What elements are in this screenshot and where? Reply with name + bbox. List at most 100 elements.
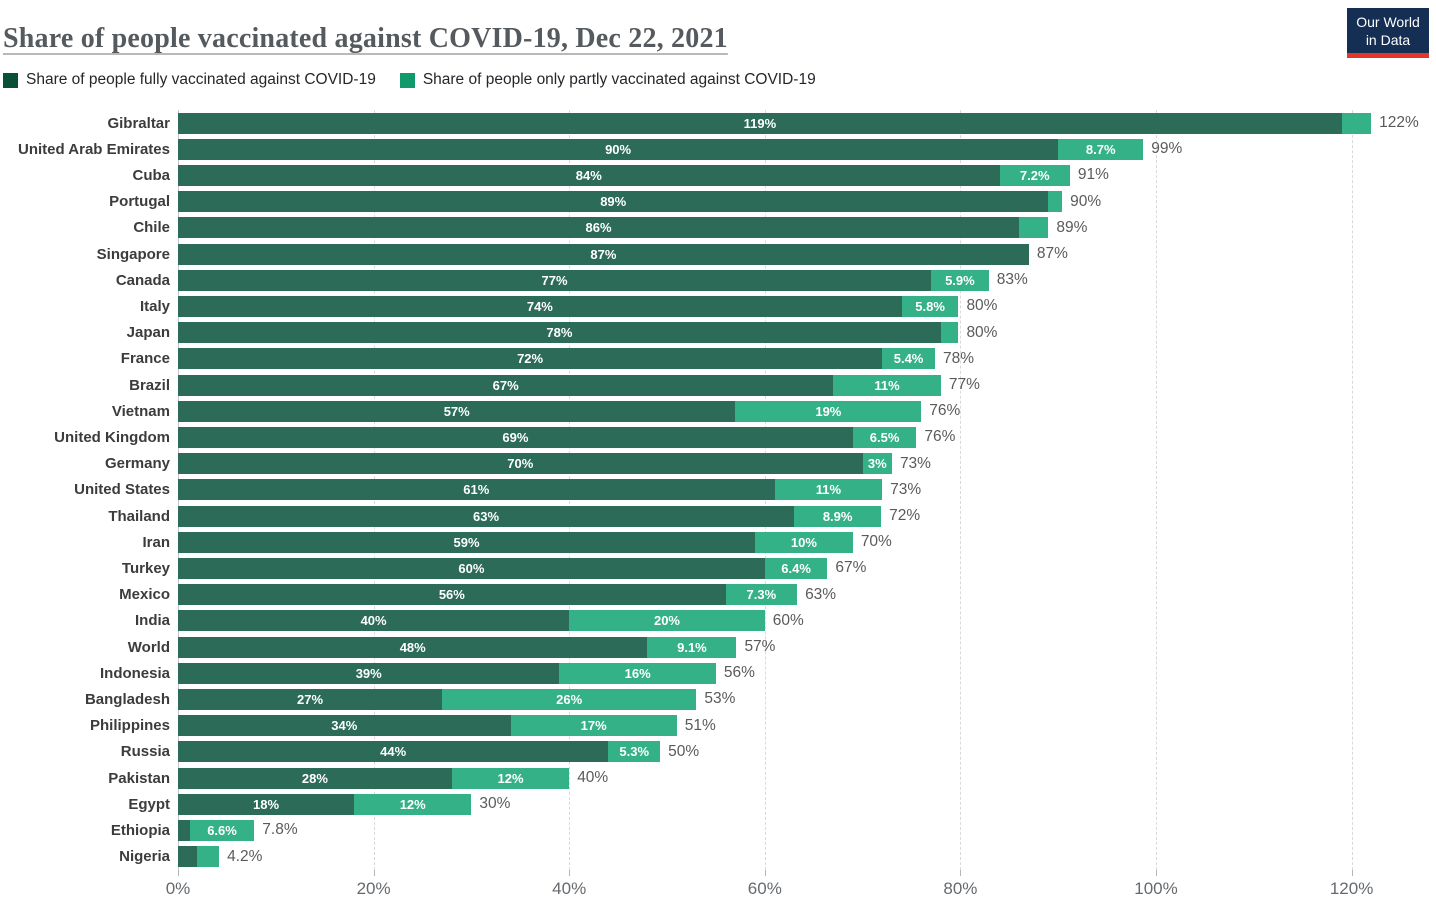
country-label[interactable]: Italy	[139, 297, 170, 315]
bar-partial-segment[interactable]	[451, 767, 570, 789]
bar-full-segment[interactable]	[178, 217, 1020, 239]
bar-row: Japan 78% 80%	[0, 320, 1436, 346]
bar-partial-segment[interactable]	[1341, 112, 1372, 134]
bar-full-segment[interactable]	[178, 112, 1342, 134]
country-label[interactable]: Cuba	[132, 166, 171, 184]
bar-full-segment[interactable]	[178, 584, 726, 606]
country-label[interactable]: Canada	[115, 271, 170, 289]
bar-partial-segment[interactable]	[735, 400, 922, 422]
bar-total-label: 89%	[1056, 218, 1088, 236]
bar-partial-segment[interactable]	[569, 610, 765, 632]
country-label[interactable]: Singapore	[96, 245, 170, 263]
bar-partial-segment[interactable]	[559, 662, 716, 684]
country-label[interactable]: World	[127, 638, 170, 656]
bar-partial-segment[interactable]	[764, 557, 828, 579]
country-label[interactable]: Vietnam	[111, 402, 170, 420]
country-label[interactable]: Mexico	[119, 586, 170, 604]
legend-item-fully-vaccinated[interactable]: Share of people fully vaccinated against…	[3, 71, 376, 89]
bar-partial-segment[interactable]	[833, 374, 941, 396]
country-label[interactable]: France	[120, 350, 170, 368]
bar-partial-segment[interactable]	[1048, 191, 1063, 213]
bar-partial-segment[interactable]	[354, 793, 472, 815]
bar-full-segment[interactable]	[178, 715, 511, 737]
bar-partial-segment[interactable]	[442, 688, 697, 710]
country-label[interactable]: Portugal	[109, 193, 170, 211]
bar-partial-segment[interactable]	[1019, 217, 1049, 239]
bar-partial-segment[interactable]	[510, 715, 677, 737]
bar-full-segment[interactable]	[178, 557, 765, 579]
bar-full-segment[interactable]	[178, 636, 648, 658]
country-label[interactable]: Turkey	[121, 559, 170, 577]
bar-full-segment[interactable]	[178, 741, 609, 763]
country-label[interactable]: Gibraltar	[107, 114, 170, 132]
bar-full-segment[interactable]	[178, 767, 452, 789]
bar-total-label: 83%	[996, 271, 1028, 289]
bar-full-segment[interactable]	[178, 819, 190, 841]
bar-partial-segment[interactable]	[647, 636, 737, 658]
bar-full-segment[interactable]	[178, 505, 795, 527]
bar-full-segment[interactable]	[178, 426, 853, 448]
our-world-in-data-logo[interactable]: Our World in Data	[1347, 8, 1429, 58]
bar-full-segment[interactable]	[178, 662, 560, 684]
country-label[interactable]: Iran	[142, 533, 170, 551]
bar-full-segment[interactable]	[178, 610, 570, 632]
country-label[interactable]: Chile	[133, 219, 170, 237]
bar-total-label: 40%	[577, 769, 609, 787]
country-label[interactable]: Ethiopia	[110, 821, 170, 839]
bar-full-segment[interactable]	[178, 269, 932, 291]
bar-full-segment[interactable]	[178, 453, 863, 475]
bar-partial-segment[interactable]	[931, 269, 989, 291]
country-label[interactable]: Egypt	[128, 795, 170, 813]
bar-full-segment[interactable]	[178, 400, 736, 422]
bar-partial-segment[interactable]	[725, 584, 798, 606]
bar-partial-segment[interactable]	[999, 164, 1070, 186]
bar-full-segment[interactable]	[178, 374, 834, 396]
country-label[interactable]: United Kingdom	[54, 428, 170, 446]
bar-partial-segment[interactable]	[862, 453, 892, 475]
bar-full-segment[interactable]	[178, 243, 1029, 265]
country-label[interactable]: India	[134, 612, 170, 630]
bar-partial-segment[interactable]	[901, 295, 959, 317]
bar-full-segment[interactable]	[178, 138, 1059, 160]
bar-full-segment[interactable]	[178, 322, 941, 344]
bar-full-segment[interactable]	[178, 688, 443, 710]
bar-total-label: 90%	[1070, 192, 1102, 210]
country-label[interactable]: United States	[74, 481, 170, 499]
bar-partial-segment[interactable]	[882, 348, 935, 370]
bar-full-segment[interactable]	[178, 479, 775, 501]
page-title[interactable]: Share of people vaccinated against COVID…	[3, 22, 728, 54]
country-label[interactable]: Thailand	[108, 507, 170, 525]
bar-partial-segment[interactable]	[794, 505, 882, 527]
country-label[interactable]: Indonesia	[99, 664, 170, 682]
bar-full-segment[interactable]	[178, 846, 197, 868]
country-label[interactable]: Germany	[104, 455, 170, 473]
legend-item-partly-vaccinated[interactable]: Share of people only partly vaccinated a…	[399, 71, 816, 89]
bar-total-label: 72%	[889, 507, 921, 525]
bar-full-segment[interactable]	[178, 164, 1000, 186]
bar-partial-segment[interactable]	[852, 426, 917, 448]
bar-full-segment[interactable]	[178, 348, 883, 370]
bar-partial-segment[interactable]	[189, 819, 255, 841]
country-label[interactable]: Pakistan	[108, 769, 170, 787]
country-label[interactable]: United Arab Emirates	[18, 140, 170, 158]
bar-partial-segment[interactable]	[196, 846, 220, 868]
bar-total-label: 122%	[1379, 114, 1419, 132]
country-label[interactable]: Brazil	[129, 376, 170, 394]
bar-partial-segment[interactable]	[774, 479, 883, 501]
axis-tick	[1156, 869, 1157, 876]
bar-total-label: 4.2%	[227, 847, 263, 865]
country-label[interactable]: Philippines	[89, 717, 170, 735]
bar-full-segment[interactable]	[178, 191, 1049, 213]
bar-partial-segment[interactable]	[755, 531, 853, 553]
bar-partial-segment[interactable]	[940, 322, 959, 344]
country-label[interactable]: Russia	[120, 743, 170, 761]
country-label[interactable]: Bangladesh	[84, 690, 170, 708]
legend-label: Share of people fully vaccinated against…	[26, 71, 376, 88]
bar-full-segment[interactable]	[178, 295, 902, 317]
country-label[interactable]: Japan	[126, 324, 170, 342]
bar-full-segment[interactable]	[178, 793, 355, 815]
bar-full-segment[interactable]	[178, 531, 756, 553]
bar-partial-segment[interactable]	[1058, 138, 1144, 160]
bar-partial-segment[interactable]	[608, 741, 661, 763]
country-label[interactable]: Nigeria	[119, 848, 170, 866]
